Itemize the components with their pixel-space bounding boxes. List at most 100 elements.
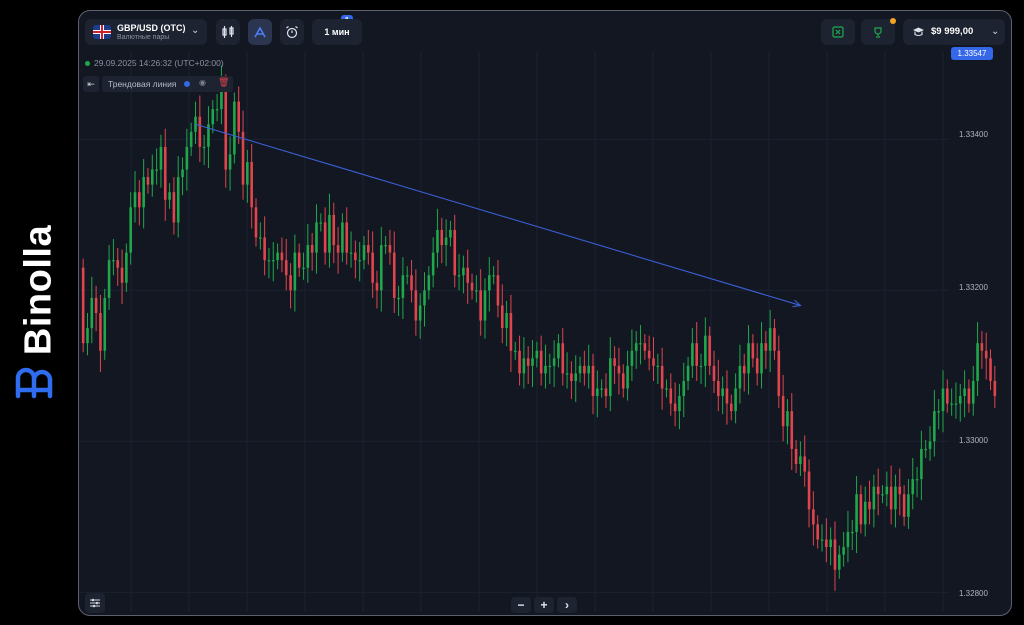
candle-body [513, 350, 517, 352]
zoom-out-button[interactable]: − [511, 597, 531, 613]
candle-body [496, 275, 500, 306]
tournaments-button[interactable] [861, 19, 895, 45]
scroll-right-button[interactable]: › [557, 597, 577, 613]
candle-body [302, 267, 305, 269]
candle-body [604, 388, 608, 397]
alerts-button[interactable] [280, 19, 304, 45]
candle-body [224, 86, 228, 170]
candle-body [94, 297, 98, 313]
asset-selector[interactable]: GBP/USD (OTC) Валютные пары ⌄ [85, 19, 207, 45]
candle-body [354, 252, 357, 261]
binolla-logo-icon [15, 367, 53, 399]
candle-body [475, 290, 478, 292]
trendline-drawing-chip[interactable]: Трендовая линия ◉ 🗑 [102, 76, 233, 92]
candlestick-chart[interactable] [79, 11, 1011, 615]
candle-body [682, 380, 686, 397]
candle-body [379, 245, 383, 291]
candle-body [876, 486, 880, 495]
candle-body [293, 252, 297, 291]
candle-body [578, 365, 582, 374]
candle-body [855, 494, 858, 532]
candle-body [483, 290, 487, 321]
candle-body [781, 396, 785, 427]
candle-body [241, 131, 245, 185]
candle-body [695, 343, 699, 366]
balance-button[interactable]: $9 999,00 ⌄ [903, 19, 1005, 45]
collapse-panel-icon[interactable]: ⇤ [83, 76, 99, 92]
candle-body [172, 192, 176, 223]
candle-body [414, 290, 418, 321]
candle-body [634, 343, 638, 351]
drawing-tools-button[interactable] [248, 19, 272, 45]
candle-body [760, 343, 763, 374]
candle-body [889, 486, 893, 510]
candle-body [228, 154, 232, 170]
chart-type-button[interactable] [216, 19, 240, 45]
candle-body [652, 358, 655, 366]
visibility-icon[interactable]: ◉ [199, 78, 206, 87]
candle-body [859, 494, 863, 525]
candle-body [250, 162, 253, 208]
candle-body [613, 358, 616, 366]
asset-name: GBP/USD (OTC) [117, 23, 186, 33]
zoom-in-button[interactable]: + [534, 597, 554, 613]
candle-body [786, 411, 789, 427]
candle-body [678, 396, 681, 412]
candle-body [842, 547, 845, 555]
candle-body [328, 214, 331, 253]
trendline[interactable] [195, 123, 801, 306]
live-indicator [85, 61, 90, 67]
candle-body [323, 222, 327, 253]
candle-body [704, 335, 707, 366]
candle-body [868, 501, 871, 510]
candle-body [630, 350, 634, 366]
candle-body [388, 245, 392, 253]
candle-body [850, 531, 854, 534]
candle-body [431, 252, 435, 276]
candle-body [725, 388, 729, 404]
candle-body [881, 494, 884, 496]
candle-body [470, 282, 474, 291]
candlestick-icon [222, 26, 234, 38]
candle-body [116, 260, 120, 268]
candle-body [358, 260, 361, 262]
candle-body [902, 494, 906, 517]
trash-icon[interactable]: 🗑 [218, 77, 230, 87]
candle-body [271, 260, 275, 262]
candle-body [488, 275, 491, 291]
candle-body [820, 539, 824, 541]
candle-body [872, 486, 876, 510]
candle-body [656, 365, 660, 368]
color-dot-icon[interactable] [184, 81, 190, 87]
candle-body [367, 245, 370, 253]
candle-body [773, 328, 776, 351]
candle-body [362, 245, 366, 261]
candle-body [194, 116, 197, 132]
candle-body [107, 260, 111, 298]
candle-body [989, 358, 992, 381]
candle-body [202, 146, 206, 149]
candle-body [332, 214, 336, 246]
export-button[interactable] [821, 19, 855, 45]
chart-settings-button[interactable] [85, 593, 105, 613]
candle-body [423, 290, 426, 306]
candle-body [915, 479, 919, 481]
candle-body [211, 109, 215, 125]
candle-body [397, 297, 400, 300]
candle-body [924, 448, 928, 451]
candle-body [993, 380, 997, 397]
candle-body [103, 297, 107, 351]
candle-body [142, 177, 145, 208]
trading-window: GBP/USD (OTC) Валютные пары ⌄ 1 [78, 10, 1012, 616]
candle-body [691, 343, 694, 366]
candle-body [99, 313, 102, 351]
candle-body [552, 358, 556, 366]
candle-body [371, 252, 374, 283]
candle-body [306, 245, 310, 268]
balance-value: $9 999,00 [931, 26, 974, 37]
candle-body [570, 373, 573, 381]
candle-body [138, 192, 141, 208]
timeframe-button[interactable]: 1 мин [312, 19, 362, 45]
candle-body [794, 448, 798, 464]
candle-body [708, 335, 711, 366]
